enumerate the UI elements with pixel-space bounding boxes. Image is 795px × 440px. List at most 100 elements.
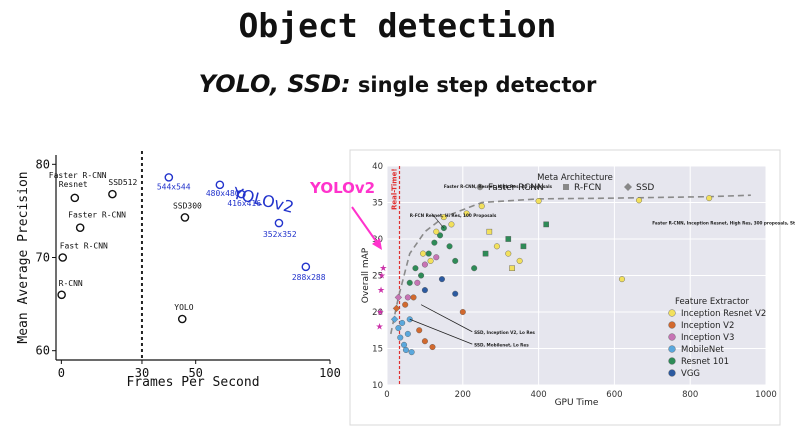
right-point: [427, 257, 434, 264]
right-point: [420, 250, 427, 257]
right-point: [406, 279, 413, 286]
right-point: [452, 257, 459, 264]
right-point: [438, 276, 445, 283]
left-point: [237, 189, 246, 199]
right-point: [421, 261, 428, 268]
right-extractor-legend-label: Inception Resnet V2: [681, 309, 766, 319]
right-x-tick-label: 800: [682, 390, 698, 400]
left-point: [75, 223, 85, 232]
right-point: [543, 221, 549, 228]
left-point: [274, 218, 284, 228]
left-point: [215, 180, 225, 190]
right-annotation: SSD, Inception V2, Lo Res: [474, 330, 535, 335]
right-extractor-legend-label: Resnet 101: [681, 357, 729, 367]
left-point-label: Faster R-CNN: [68, 211, 126, 220]
left-point-label: Fast R-CNN: [60, 242, 108, 251]
page-title: Object detection: [238, 6, 557, 45]
right-meta-legend-marker: [476, 183, 484, 191]
subtitle-emphasis: YOLO, SSD:: [198, 70, 351, 98]
right-annotation-leader: [431, 213, 445, 229]
right-extractor-legend-title: Feature Extractor: [675, 297, 749, 307]
right-x-tick-label: 1000: [755, 390, 777, 400]
right-y-tick-label: 25: [372, 272, 383, 282]
right-point: [402, 301, 409, 308]
left-point: [301, 262, 311, 272]
left-point: [57, 290, 66, 300]
right-extractor-legend-marker: [668, 333, 676, 341]
right-extractor-legend-marker: [668, 321, 676, 329]
right-point: [478, 203, 485, 210]
subtitle-text: single step detector: [350, 73, 597, 97]
right-point: [414, 279, 421, 286]
right-point: [418, 272, 425, 279]
left-point: [58, 253, 68, 262]
left-point: [177, 314, 187, 324]
right-point: [392, 304, 401, 313]
right-point: [459, 309, 466, 316]
right-point: [446, 243, 453, 250]
right-point: [395, 325, 402, 332]
right-y-tick-label: 10: [372, 381, 383, 391]
right-point: [493, 243, 500, 250]
right-point: [486, 228, 493, 235]
left-x-tick-label: 100: [319, 366, 341, 380]
left-point-label: SSD512: [108, 178, 137, 187]
left-y-tick-label: 60: [36, 344, 50, 358]
right-annotation: SSD, Mobilenet, Lo Res: [474, 342, 529, 347]
right-y-tick-label: 20: [372, 308, 383, 318]
right-point: [636, 197, 643, 204]
right-point: [482, 250, 489, 257]
right-star-marker: ★: [376, 323, 384, 333]
left-y-tick-label: 80: [36, 157, 50, 171]
right-point: [509, 265, 515, 272]
right-annotation: Faster R-CNN, Resnet, High Res, 20 propo…: [444, 184, 553, 189]
right-point: [425, 250, 432, 257]
right-point: [505, 250, 512, 257]
left-point: [70, 193, 80, 203]
right-point: [416, 327, 423, 334]
right-point: [535, 198, 542, 205]
right-annotation-leader: [420, 304, 473, 333]
left-point-label: 416x416: [227, 199, 261, 208]
right-y-axis-label: Overall mAP: [361, 247, 371, 303]
right-point: [421, 338, 428, 345]
left-point-label: 352x352: [263, 230, 297, 239]
left-point: [180, 213, 190, 222]
right-annotation-leader: [409, 318, 473, 345]
right-annotation: Faster R-CNN, Inception Resnet, High Res…: [652, 220, 795, 225]
right-extractor-legend-label: Inception V2: [681, 321, 734, 331]
right-meta-legend-label: R-FCN: [574, 183, 601, 193]
right-point: [421, 287, 428, 294]
left-x-tick-label: 50: [188, 366, 202, 380]
left-x-tick-label: 0: [58, 366, 65, 380]
right-x-axis-label: GPU Time: [555, 398, 599, 408]
left-point-label: SSD300: [173, 201, 202, 210]
right-y-tick-label: 15: [372, 345, 383, 355]
right-x-tick-label: 600: [606, 390, 622, 400]
right-point: [401, 341, 408, 348]
right-point: [448, 221, 455, 228]
right-point: [404, 294, 411, 301]
right-point: [410, 294, 417, 301]
left-y-tick-label: 70: [36, 251, 50, 265]
right-annotation: R-FCN Resnet, Hi Res, 100 Proposals: [410, 213, 497, 218]
right-point: [618, 276, 625, 283]
left-x-axis-label: Frames Per Second: [126, 375, 259, 390]
left-point-label: Faster R-CNN: [49, 171, 107, 180]
right-point: [452, 290, 459, 297]
right-pareto-frontier: [390, 194, 751, 335]
overlay-yolov2-label: YOLOv2: [309, 179, 375, 197]
right-star-marker: ★: [379, 264, 387, 274]
right-point: [437, 232, 444, 239]
right-point: [408, 349, 415, 356]
right-x-tick-label: 400: [530, 390, 546, 400]
right-star-marker: ★: [377, 286, 385, 296]
left-point-label: 544x544: [157, 182, 191, 191]
right-x-tick-label: 200: [455, 390, 471, 400]
right-extractor-legend-label: VGG: [681, 369, 700, 379]
right-meta-legend-marker: [624, 183, 632, 191]
right-extractor-legend-label: Inception V3: [681, 333, 734, 343]
right-meta-legend-label: SSD: [636, 183, 654, 193]
overlay-arrow-head: [372, 238, 382, 250]
